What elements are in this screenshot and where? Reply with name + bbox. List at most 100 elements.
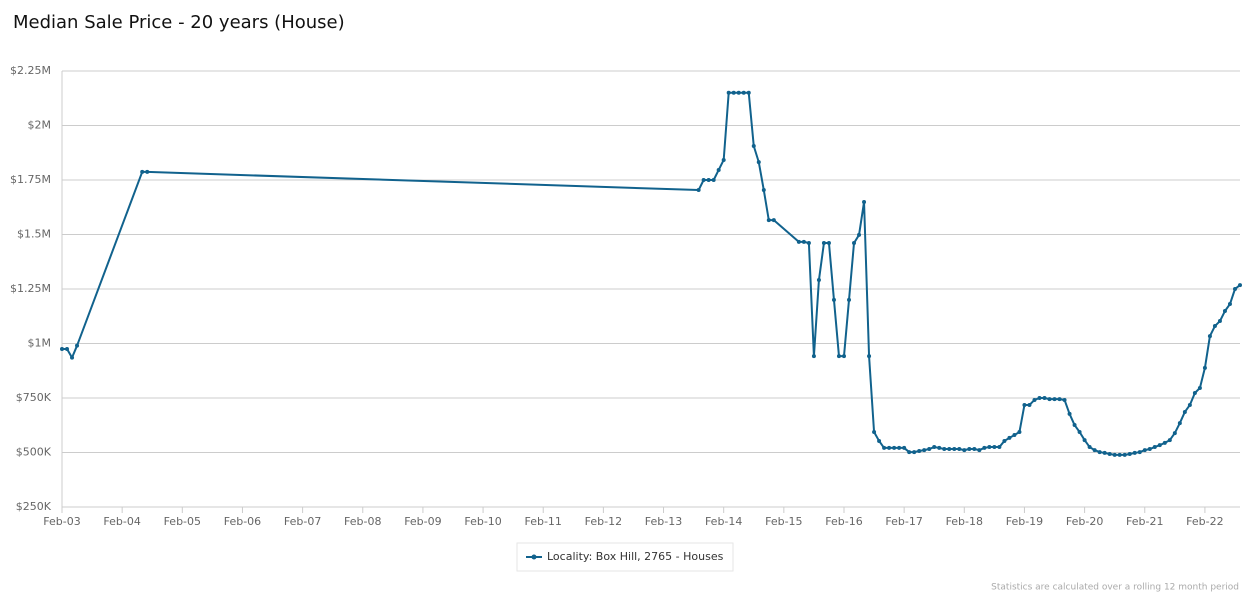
- point: [1238, 283, 1242, 288]
- point: [1037, 396, 1042, 400]
- point: [1152, 445, 1157, 450]
- legend-label: Locality: Box Hill, 2765 - Houses: [547, 550, 724, 563]
- point: [1132, 450, 1137, 455]
- point: [927, 447, 932, 452]
- point: [962, 448, 967, 453]
- x-tick-label: Feb-12: [585, 515, 622, 528]
- point: [957, 447, 962, 452]
- point: [811, 354, 816, 359]
- point: [826, 241, 831, 246]
- x-tick-label: Feb-06: [224, 515, 261, 528]
- point: [992, 445, 997, 450]
- x-tick-label: Feb-15: [765, 515, 802, 528]
- point: [816, 278, 821, 283]
- point: [1067, 411, 1072, 416]
- point: [857, 232, 862, 237]
- x-tick-label: Feb-13: [645, 515, 682, 528]
- point: [907, 450, 912, 455]
- point: [721, 157, 726, 162]
- point: [746, 90, 751, 95]
- point: [756, 160, 761, 165]
- point: [70, 355, 75, 360]
- point: [1062, 397, 1067, 402]
- point: [887, 445, 892, 450]
- x-tick-label: Feb-04: [103, 515, 140, 528]
- point: [972, 447, 977, 452]
- point: [897, 445, 902, 450]
- point: [1177, 421, 1182, 426]
- point: [1002, 438, 1007, 443]
- point: [1007, 435, 1012, 440]
- point: [806, 241, 811, 246]
- point: [1167, 438, 1172, 443]
- legend-marker: [531, 554, 537, 560]
- x-tick-label: Feb-07: [284, 515, 321, 528]
- y-tick-label: $1.75M: [10, 173, 51, 186]
- point: [1072, 423, 1077, 428]
- y-tick-label: $250K: [16, 500, 52, 513]
- point: [872, 430, 877, 435]
- point: [997, 445, 1002, 450]
- point: [1122, 452, 1127, 457]
- point: [726, 90, 731, 95]
- x-tick-label: Feb-17: [885, 515, 922, 528]
- point: [1157, 443, 1162, 448]
- point: [716, 167, 721, 172]
- point: [987, 445, 992, 450]
- point: [1052, 397, 1057, 402]
- point: [902, 445, 907, 450]
- point: [1197, 385, 1202, 390]
- point: [1057, 397, 1062, 402]
- point: [1127, 452, 1132, 457]
- point: [947, 447, 952, 452]
- point: [1202, 365, 1207, 370]
- point: [1137, 450, 1142, 455]
- point: [892, 445, 897, 450]
- point: [731, 90, 736, 95]
- point: [836, 354, 841, 359]
- point: [1142, 448, 1147, 453]
- x-tick-label: Feb-19: [1006, 515, 1043, 528]
- x-tick-label: Feb-10: [464, 515, 501, 528]
- point: [1042, 396, 1047, 400]
- y-tick-label: $2.25M: [10, 64, 51, 77]
- point: [1097, 450, 1102, 455]
- point: [761, 188, 766, 193]
- point: [982, 445, 987, 450]
- point: [932, 445, 937, 450]
- point: [912, 450, 917, 455]
- point: [145, 169, 150, 174]
- x-tick-label: Feb-16: [825, 515, 862, 528]
- point: [751, 143, 756, 148]
- point: [1027, 402, 1032, 407]
- point: [841, 354, 846, 359]
- point: [65, 346, 70, 351]
- point: [1162, 440, 1167, 445]
- point: [1112, 452, 1117, 457]
- point: [140, 169, 145, 174]
- point: [75, 343, 80, 348]
- y-tick-label: $750K: [16, 391, 52, 404]
- legend-box: [516, 542, 734, 572]
- x-tick-label: Feb-03: [43, 515, 80, 528]
- point: [1192, 390, 1197, 395]
- point: [1147, 447, 1152, 452]
- point: [1207, 334, 1212, 339]
- point: [766, 218, 771, 223]
- x-tick-label: Feb-08: [344, 515, 381, 528]
- x-tick-label: Feb-14: [705, 515, 742, 528]
- chart-title: Median Sale Price - 20 years (House): [13, 12, 345, 33]
- point: [711, 178, 716, 182]
- point: [771, 218, 776, 223]
- point: [1117, 452, 1122, 457]
- point: [1187, 402, 1192, 407]
- point: [1082, 438, 1087, 443]
- point: [1092, 448, 1097, 453]
- x-tick-label: Feb-11: [524, 515, 561, 528]
- point: [696, 188, 701, 193]
- point: [1102, 450, 1107, 455]
- x-tick-label: Feb-18: [946, 515, 983, 528]
- point: [701, 178, 706, 182]
